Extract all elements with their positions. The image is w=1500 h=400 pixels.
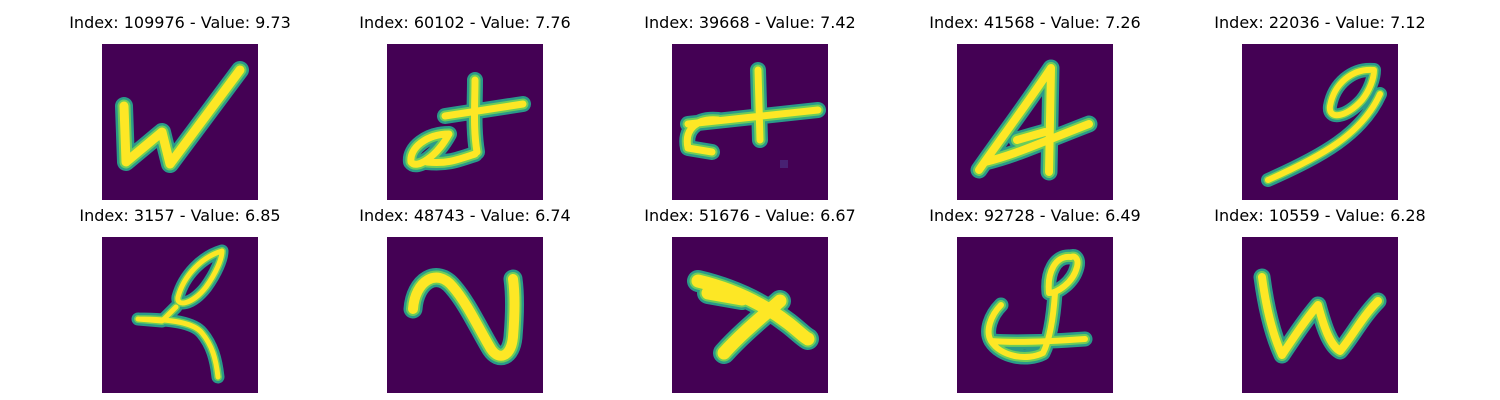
panel-title: Index: 60102 - Value: 7.76 [359,13,571,32]
panel-6: Index: 3157 - Value: 6.85 [60,201,300,393]
glyph-image-loop-stroke [1242,44,1398,200]
panel-title: Index: 51676 - Value: 6.67 [644,206,856,225]
glyph-image-alpha-t [387,44,543,200]
glyph-image-q-loop [957,237,1113,393]
glyph-image-four [957,44,1113,200]
glyph-image-n-curve [387,237,543,393]
panel-1: Index: 109976 - Value: 9.73 [60,8,300,200]
panel-5: Index: 22036 - Value: 7.12 [1200,8,1440,200]
glyph-image-w-small [1242,237,1398,393]
panel-title: Index: 41568 - Value: 7.26 [929,13,1141,32]
panel-title: Index: 92728 - Value: 6.49 [929,206,1141,225]
panel-title: Index: 48743 - Value: 6.74 [359,206,571,225]
panel-title: Index: 39668 - Value: 7.42 [644,13,856,32]
glyph-image-x-shape [672,237,828,393]
panel-2: Index: 60102 - Value: 7.76 [345,8,585,200]
panel-8: Index: 51676 - Value: 6.67 [630,201,870,393]
glyph-image-loop-k [102,237,258,393]
panel-title: Index: 10559 - Value: 6.28 [1214,206,1426,225]
panel-title: Index: 3157 - Value: 6.85 [79,206,281,225]
panel-7: Index: 48743 - Value: 6.74 [345,201,585,393]
panel-10: Index: 10559 - Value: 6.28 [1200,201,1440,393]
panel-9: Index: 92728 - Value: 6.49 [915,201,1155,393]
glyph-image-c-t [672,44,828,200]
panel-3: Index: 39668 - Value: 7.42 [630,8,870,200]
panel-title: Index: 22036 - Value: 7.12 [1214,13,1426,32]
panel-4: Index: 41568 - Value: 7.26 [915,8,1155,200]
panel-title: Index: 109976 - Value: 9.73 [69,13,291,32]
glyph-image-w [102,44,258,200]
